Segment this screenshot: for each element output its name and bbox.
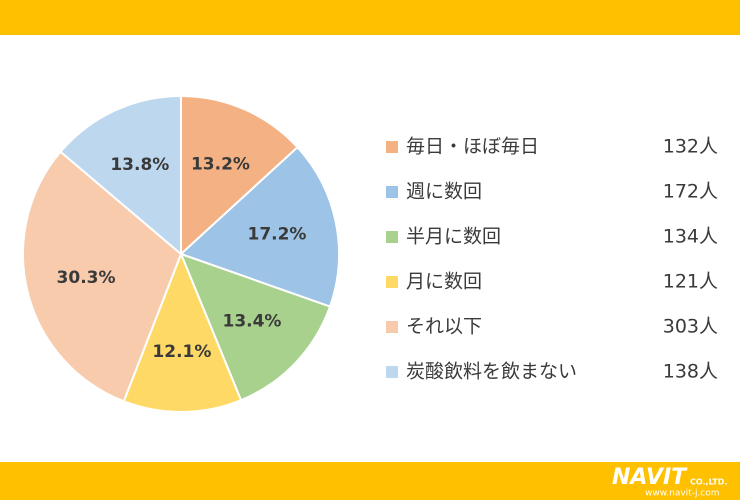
legend-swatch	[386, 141, 398, 153]
top-bar	[0, 0, 740, 35]
slice-label: 30.3%	[57, 268, 116, 288]
slice-label: 13.2%	[191, 154, 250, 174]
legend-swatch	[386, 276, 398, 288]
legend-swatch	[386, 231, 398, 243]
pie-slice	[180, 94, 299, 257]
pie-slice	[179, 252, 332, 402]
logo: NAVIT	[612, 465, 688, 490]
slice-label: 17.2%	[247, 224, 306, 244]
slice-label: 13.8%	[110, 155, 169, 175]
bottom-bar	[0, 462, 740, 500]
legend-label: 週に数回	[406, 181, 482, 203]
slice-label: 13.4%	[222, 312, 281, 332]
legend-count: 121人	[663, 271, 718, 293]
legend-label: 半月に数回	[406, 226, 501, 248]
legend-swatch	[386, 366, 398, 378]
legend-swatch	[386, 186, 398, 198]
pie-slice	[122, 251, 243, 413]
legend-count: 138人	[663, 361, 718, 383]
pie-slice	[59, 94, 182, 257]
slice-label: 12.1%	[152, 342, 211, 362]
legend-label: 炭酸飲料を飲まない	[406, 361, 577, 383]
legend-count: 134人	[663, 226, 718, 248]
legend-label: 月に数回	[406, 271, 482, 293]
pie-slice	[22, 150, 183, 403]
legend-count: 132人	[663, 136, 718, 158]
company-suffix: CO.,LTD.	[690, 478, 727, 487]
legend-count: 172人	[663, 181, 718, 203]
pie-slice	[179, 145, 340, 308]
legend-swatch	[386, 321, 398, 333]
legend-label: それ以下	[406, 316, 482, 338]
legend-count: 303人	[663, 316, 718, 338]
url: www.navit-j.com	[645, 489, 720, 499]
legend-label: 毎日・ほぼ毎日	[406, 136, 539, 158]
